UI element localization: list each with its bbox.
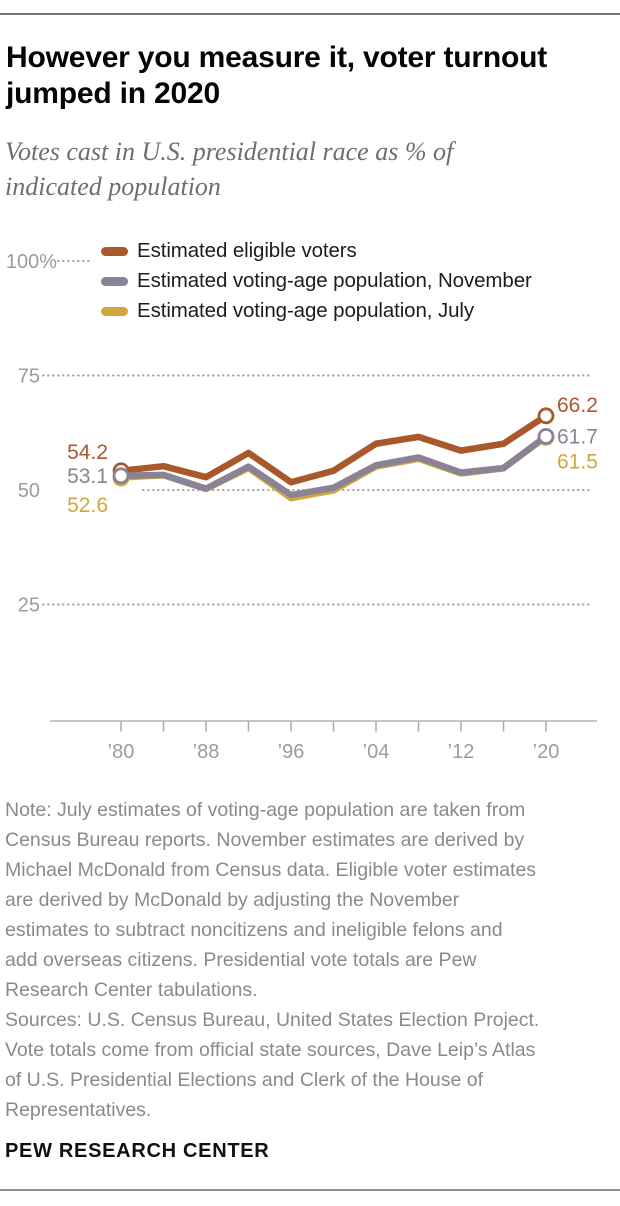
series-marker-vap-november-2020 [537,428,555,445]
series-line-vap-november [117,433,550,499]
x-tick-label-1980: ’80 [108,741,135,763]
legend-swatch-eligible [101,246,128,256]
x-tick-label-2012: ’12 [448,741,475,763]
value-label-last-vap-july: 61.5 [557,450,598,473]
y-tick-label-100: 100% [6,251,57,273]
series-line-eligible [117,412,550,486]
footnote-block: Note: July estimates of voting-age popul… [5,795,620,1125]
value-label-last-vap-november: 61.7 [557,425,598,448]
y-tick-label-50: 50 [18,480,40,502]
brand-footer: PEW RESEARCH CENTER [5,1140,270,1162]
y-tick-label-75: 75 [18,366,40,388]
value-label-first-vap-november: 53.1 [67,465,108,488]
bottom-divider [0,1189,620,1191]
y-tick-label-25: 25 [18,595,40,617]
series-marker-vap-november-1980 [112,467,130,485]
x-tick-label-2020: ’20 [533,741,560,763]
legend-label-vap-november: Estimated voting-age population, Novembe… [137,269,532,292]
legend-swatch-vap-july [101,306,128,316]
value-label-first-eligible: 54.2 [67,441,108,464]
series-marker-eligible-2020 [537,407,555,425]
x-tick-label-1996: ’96 [278,741,305,763]
note-text: Note: July estimates of voting-age popul… [5,799,537,1001]
x-tick-label-2004: ’04 [363,741,390,763]
value-label-first-vap-july: 52.6 [67,494,108,517]
chart-subtitle: Votes cast in U.S. presidential race as … [5,137,454,201]
chart-legend: Estimated eligible voters Estimated votin… [101,236,532,326]
legend-item-vap-november: Estimated voting-age population, Novembe… [101,266,532,296]
legend-item-vap-july: Estimated voting-age population, July [101,296,532,326]
legend-label-vap-july: Estimated voting-age population, July [137,299,475,322]
sources-text: Sources: U.S. Census Bureau, United Stat… [5,1009,540,1121]
chart-title: However you measure it, voter turnout ju… [6,41,548,110]
top-divider [0,13,620,15]
value-label-last-eligible: 66.2 [557,394,598,417]
legend-item-eligible: Estimated eligible voters [101,236,532,266]
legend-label-eligible: Estimated eligible voters [137,239,357,262]
line-chart: 100% 75 50 25 ’80 ’88 ’96 ’04 ’12 ’20 54.2 66.2 53.1… [6,251,598,763]
legend-swatch-vap-november [101,276,128,286]
x-tick-label-1988: ’88 [193,741,220,763]
